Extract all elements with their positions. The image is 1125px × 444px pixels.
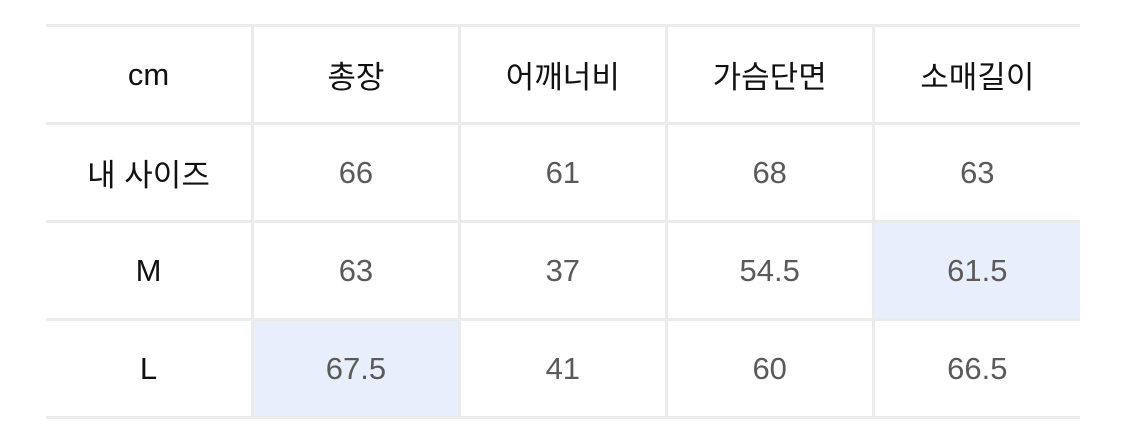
cell: 63	[871, 122, 1080, 223]
row-label: L	[46, 318, 253, 419]
cell: 61	[457, 122, 667, 223]
table-row-m: M 63 37 54.5 61.5	[46, 220, 1080, 321]
cell: 66	[251, 122, 460, 223]
header-shoulder-width: 어깨너비	[457, 24, 667, 125]
cell: 54.5	[664, 220, 874, 321]
cell: 68	[664, 122, 874, 223]
header-chest-width: 가슴단면	[664, 24, 874, 125]
size-table: cm 총장 어깨너비 가슴단면 소매길이 내 사이즈 66 61 68 63 M…	[46, 24, 1080, 419]
table-row-l: L 67.5 41 60 66.5	[46, 318, 1080, 419]
cell: 63	[251, 220, 460, 321]
header-sleeve-length: 소매길이	[871, 24, 1080, 125]
table-row-my-size: 내 사이즈 66 61 68 63	[46, 122, 1080, 223]
unit-header: cm	[46, 24, 253, 125]
cell: 66.5	[871, 318, 1080, 419]
cell: 37	[457, 220, 667, 321]
highlighted-cell: 67.5	[251, 318, 460, 419]
header-total-length: 총장	[251, 24, 460, 125]
row-label: 내 사이즈	[46, 122, 253, 223]
row-label: M	[46, 220, 253, 321]
header-row: cm 총장 어깨너비 가슴단면 소매길이	[46, 24, 1080, 125]
cell: 41	[457, 318, 667, 419]
highlighted-cell: 61.5	[871, 220, 1080, 321]
cell: 60	[664, 318, 874, 419]
